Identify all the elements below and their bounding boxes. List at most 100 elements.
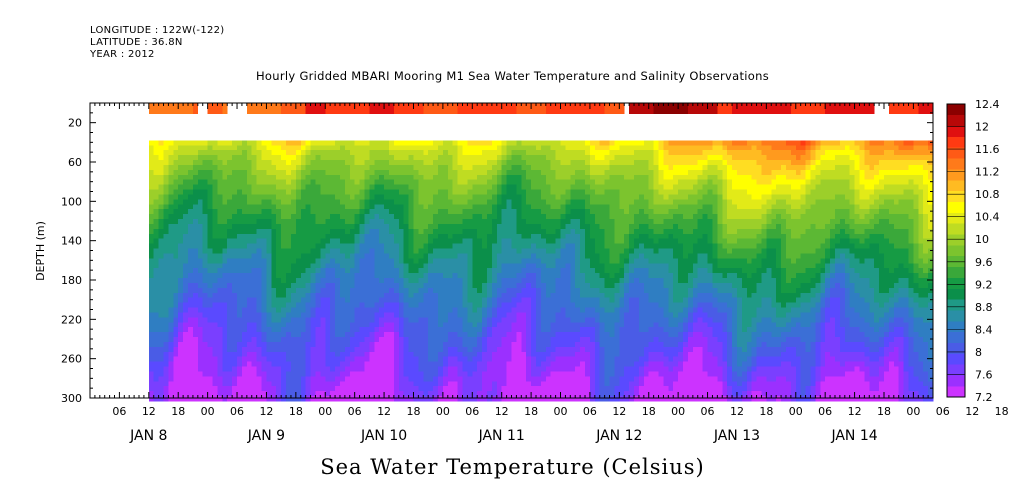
heat-cell (354, 268, 360, 274)
heat-cell (413, 174, 419, 181)
heat-cell (433, 243, 439, 249)
heat-cell (408, 273, 414, 279)
heat-cell (153, 391, 160, 397)
heat-cell (511, 317, 517, 323)
heat-cell (305, 371, 311, 377)
heat-cell (315, 292, 321, 299)
heat-cell (580, 145, 586, 151)
heat-cell (491, 366, 498, 372)
heat-cell (413, 297, 419, 304)
heat-cell (241, 204, 248, 210)
heat-cell (261, 233, 267, 240)
heat-cell (599, 356, 606, 363)
heat-cell (163, 238, 169, 245)
heat-cell (163, 160, 169, 166)
heat-cell (290, 341, 297, 348)
heat-cell (555, 371, 561, 377)
heat-cell (335, 194, 341, 200)
heat-cell (158, 184, 164, 190)
heat-cell (506, 160, 512, 166)
heat-cell (491, 376, 498, 382)
heat-cell (428, 371, 434, 377)
heat-cell (516, 292, 522, 299)
heat-cell (202, 327, 209, 333)
heat-cell (555, 396, 561, 402)
heat-cell (423, 386, 429, 392)
heat-cell (148, 189, 155, 195)
heat-cell (359, 391, 365, 397)
heat-cell (452, 332, 458, 338)
heat-cell (379, 258, 385, 264)
heat-cell (457, 297, 463, 304)
heat-cell (320, 307, 326, 313)
heat-cell (423, 337, 429, 343)
heat-cell (477, 228, 483, 235)
heat-cell (335, 307, 341, 313)
heat-cell (550, 332, 557, 338)
heat-cell (550, 287, 557, 294)
heat-cell (506, 145, 512, 151)
heat-cell (178, 327, 184, 333)
heat-cell (335, 371, 341, 377)
heat-cell (158, 209, 164, 215)
heat-cell (232, 322, 238, 328)
heat-cell (526, 361, 532, 367)
heat-cell (501, 179, 507, 186)
heat-cell (575, 302, 581, 308)
heat-cell (212, 258, 218, 264)
heat-cell (310, 376, 316, 382)
heat-cell (207, 337, 213, 343)
heat-cell (472, 238, 478, 245)
heat-cell (413, 253, 419, 259)
heat-cell (565, 194, 571, 200)
heat-cell (290, 282, 297, 289)
heat-cell (232, 253, 238, 259)
heat-cell (276, 160, 282, 166)
heat-cell (232, 307, 238, 313)
heat-cell (501, 391, 507, 397)
heat-cell (281, 140, 287, 146)
heat-cell (374, 386, 380, 392)
heat-cell (570, 351, 576, 358)
heat-cell (305, 160, 311, 166)
heat-cell (183, 228, 189, 235)
heat-cell (447, 346, 454, 353)
heat-cell (295, 386, 302, 392)
heat-cell (472, 253, 478, 259)
heat-cell (212, 317, 218, 323)
heat-cell (536, 282, 542, 289)
heat-cell (384, 233, 390, 240)
heat-cell (281, 164, 287, 171)
heat-cell (501, 233, 507, 240)
heat-cell (222, 184, 228, 190)
heat-cell (276, 155, 282, 161)
heat-cell (472, 209, 478, 215)
heat-cell (183, 174, 189, 181)
heat-cell (295, 351, 302, 358)
heat-cell (207, 199, 213, 205)
heat-cell (467, 386, 473, 392)
heat-cell (472, 189, 478, 195)
heat-cell (384, 204, 390, 210)
heat-cell (482, 219, 488, 225)
heat-cell (192, 351, 199, 358)
heat-cell (521, 371, 527, 377)
heat-cell (526, 199, 532, 205)
heat-cell (251, 361, 258, 367)
heat-cell (178, 396, 184, 402)
heat-cell (310, 169, 316, 176)
heat-cell (349, 386, 356, 392)
heat-cell (589, 282, 596, 289)
heat-cell (374, 194, 380, 200)
heat-cell (320, 214, 326, 220)
heat-cell (516, 253, 522, 259)
heat-cell (256, 248, 262, 254)
heat-cell (580, 169, 586, 176)
heat-cell (452, 302, 458, 308)
heat-cell (408, 169, 414, 176)
heat-cell (393, 346, 400, 353)
heat-cell (183, 273, 189, 279)
heat-cell (246, 155, 253, 161)
heatmap-field (148, 103, 934, 402)
heat-cell (560, 258, 566, 264)
